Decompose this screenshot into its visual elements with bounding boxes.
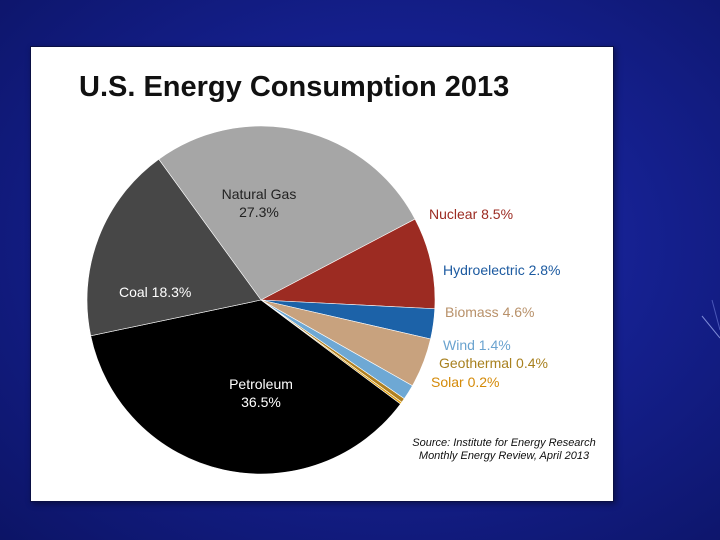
slice-label-natural-gas: Natural Gas bbox=[222, 186, 297, 202]
slice-label-solar: Solar 0.2% bbox=[431, 374, 499, 390]
decoration-line bbox=[711, 299, 720, 331]
source-line-2: Monthly Energy Review, April 2013 bbox=[418, 450, 590, 462]
pie-slice-natural-gas bbox=[158, 125, 416, 301]
pie-slice-petroleum bbox=[90, 299, 401, 475]
slice-label-petroleum: Petroleum bbox=[229, 376, 293, 392]
pie-chart: Natural Gas 27.3% Nuclear 8.5% Hydroelectri… bbox=[86, 125, 561, 475]
slice-label-wind: Wind 1.4% bbox=[443, 337, 511, 353]
chart-title: U.S. Energy Consumption 2013 bbox=[79, 71, 510, 103]
slice-value-label-natural-gas: 27.3% bbox=[239, 204, 279, 220]
pie-slice-coal bbox=[86, 158, 262, 337]
pie-slice-nuclear bbox=[259, 218, 436, 310]
source-note: Source: Institute for Energy Research Mo… bbox=[389, 437, 619, 463]
slice-label-coal: Coal 18.3% bbox=[119, 284, 191, 300]
slice-label-nuclear: Nuclear 8.5% bbox=[429, 206, 513, 222]
slice-label-hydroelectric: Hydroelectric 2.8% bbox=[443, 262, 561, 278]
decoration-line bbox=[701, 315, 720, 339]
slice-value-label-petroleum: 36.5% bbox=[241, 394, 281, 410]
slice-label-geothermal: Geothermal 0.4% bbox=[439, 355, 548, 371]
source-line-1: Source: Institute for Energy Research bbox=[412, 437, 596, 449]
slice-label-biomass: Biomass 4.6% bbox=[445, 304, 534, 320]
chart-card: U.S. Energy Consumption 2013 Natural Gas… bbox=[30, 46, 614, 502]
